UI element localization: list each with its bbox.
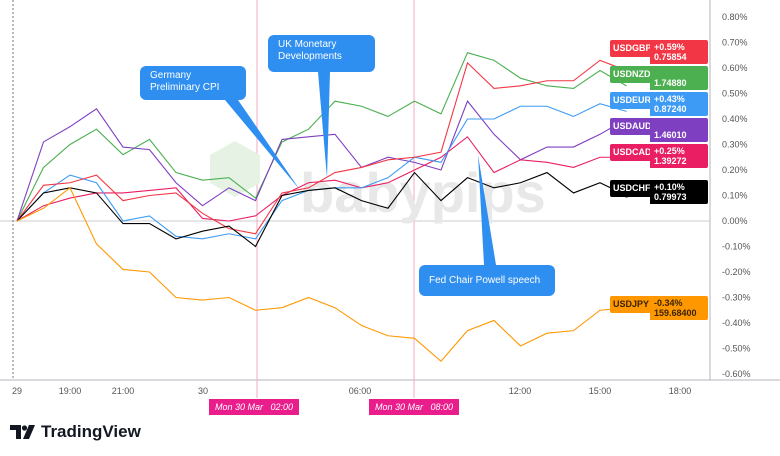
babypips-watermark: babypips	[300, 161, 546, 224]
y-tick-label: 0.40%	[722, 114, 748, 124]
y-tick-label: 0.00%	[722, 216, 748, 226]
series-label-usdaud: USDAUD	[610, 118, 652, 135]
last-price: 1.74880	[654, 78, 687, 88]
price-tag-usdjpy: -0.34% 159.68400	[650, 296, 708, 320]
annotation-pointer-fed	[478, 155, 496, 265]
series-line-usdcad	[16, 136, 627, 222]
last-price: 0.79973	[654, 192, 687, 202]
x-tick-label: 18:00	[669, 386, 692, 396]
series-line-usdjpy	[16, 186, 627, 363]
price-tag-usdeur: +0.43% 0.87240	[650, 92, 708, 116]
series-line-usdchf	[16, 171, 627, 248]
series-line-usdaud	[16, 100, 627, 222]
y-tick-label: 0.20%	[722, 165, 748, 175]
annotation-uk-monetary[interactable]: UK Monetary Developments	[268, 35, 375, 72]
series-line-usdgbp	[16, 59, 627, 235]
x-tick-label: 29	[12, 386, 22, 396]
crosshair-time-label-2: Mon 30 Mar 08:00	[369, 399, 460, 415]
y-tick-label: -0.40%	[722, 318, 751, 328]
babypips-watermark-icon	[210, 141, 260, 197]
series-label-usdjpy: USDJPY	[610, 296, 650, 313]
y-tick-label: 0.60%	[722, 63, 748, 73]
price-tag-usdaud: 1.46010	[650, 118, 708, 142]
y-tick-label: 0.70%	[722, 38, 748, 48]
y-tick-label: 0.30%	[722, 140, 748, 150]
series-label-usdchf: USDCHF	[610, 180, 651, 197]
annotation-pointer-germany	[225, 100, 300, 190]
y-tick-label: 0.50%	[722, 89, 748, 99]
x-tick-label: 15:00	[589, 386, 612, 396]
change-percent	[654, 120, 704, 130]
annotation-germany-cpi[interactable]: Germany Preliminary CPI	[140, 66, 246, 100]
tradingview-wordmark: TradingView	[41, 422, 141, 441]
last-price: 1.39272	[654, 156, 687, 166]
x-tick-label: 21:00	[112, 386, 135, 396]
y-tick-label: 0.80%	[722, 12, 748, 22]
last-price: 0.75854	[654, 52, 687, 62]
y-tick-label: -0.50%	[722, 344, 751, 354]
change-percent: +0.25%	[654, 146, 685, 156]
x-tick-label: 30	[198, 386, 208, 396]
last-price: 0.87240	[654, 104, 687, 114]
change-percent: +0.59%	[654, 42, 685, 52]
y-tick-label: -0.30%	[722, 293, 751, 303]
price-tag-usdchf: +0.10% 0.79973	[650, 180, 708, 204]
x-tick-label: 19:00	[59, 386, 82, 396]
change-percent: -0.34%	[654, 298, 683, 308]
series-label-usdnzd: USDNZD	[610, 66, 651, 83]
last-price: 1.46010	[654, 130, 687, 140]
change-percent: +0.10%	[654, 182, 685, 192]
series-label-usdeur: USDEUR	[610, 92, 651, 109]
annotation-fed-powell[interactable]: Fed Chair Powell speech	[419, 265, 555, 296]
x-tick-label: 06:00	[349, 386, 372, 396]
change-percent	[654, 68, 704, 78]
tradingview-logo[interactable]: TradingView	[10, 422, 141, 442]
tradingview-logo-icon	[10, 425, 35, 439]
x-tick-label: 12:00	[509, 386, 532, 396]
y-tick-label: -0.10%	[722, 242, 751, 252]
crosshair-time-label-1: Mon 30 Mar 02:00	[209, 399, 300, 415]
price-tag-usdnzd: 1.74880	[650, 66, 708, 90]
annotation-pointer-uk	[318, 72, 330, 178]
price-tag-usdcad: +0.25% 1.39272	[650, 144, 708, 168]
price-tag-usdgbp: +0.59% 0.75854	[650, 40, 708, 64]
change-percent: +0.43%	[654, 94, 685, 104]
y-tick-label: 0.10%	[722, 191, 748, 201]
last-price: 159.68400	[654, 308, 697, 318]
y-tick-label: -0.60%	[722, 369, 751, 379]
series-label-usdcad: USDCAD	[610, 144, 652, 161]
y-tick-label: -0.20%	[722, 267, 751, 277]
series-label-usdgbp: USDGBP	[610, 40, 652, 57]
